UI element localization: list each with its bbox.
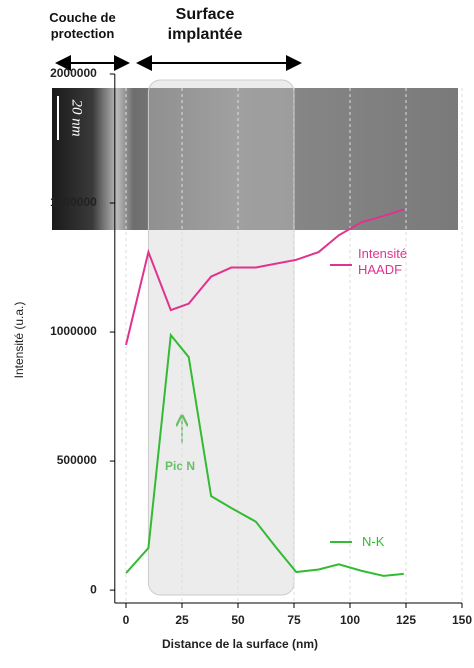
x-tick-label: 75 (287, 613, 301, 627)
data-line (125, 208, 405, 346)
annotation: Surface implantée (167, 6, 243, 43)
y-tick-label: 0 (90, 582, 97, 596)
legend-label: N-K (362, 534, 385, 549)
x-tick-label: 100 (340, 613, 360, 627)
legend-label: Intensité HAADF (358, 246, 408, 278)
tem-image (52, 88, 458, 230)
y-tick-label: 1500000 (50, 195, 97, 209)
shaded-region (147, 79, 295, 596)
x-axis-label: Distance de la surface (nm) (162, 637, 318, 651)
y-tick-label: 500000 (57, 453, 97, 467)
x-tick-label: 125 (396, 613, 416, 627)
y-axis-label: Intensité (u.a.) (12, 302, 26, 379)
y-tick-label: 1000000 (50, 324, 97, 338)
y-tick-label: 2000000 (50, 66, 97, 80)
x-tick-label: 25 (175, 613, 189, 627)
annotation: Couche de protection (49, 10, 116, 42)
x-tick-label: 150 (452, 613, 472, 627)
scale-label: 20 nm (69, 99, 85, 136)
data-line (125, 332, 404, 577)
x-tick-label: 0 (123, 613, 130, 627)
annotation: Pic N (165, 459, 195, 473)
x-tick-label: 50 (231, 613, 245, 627)
